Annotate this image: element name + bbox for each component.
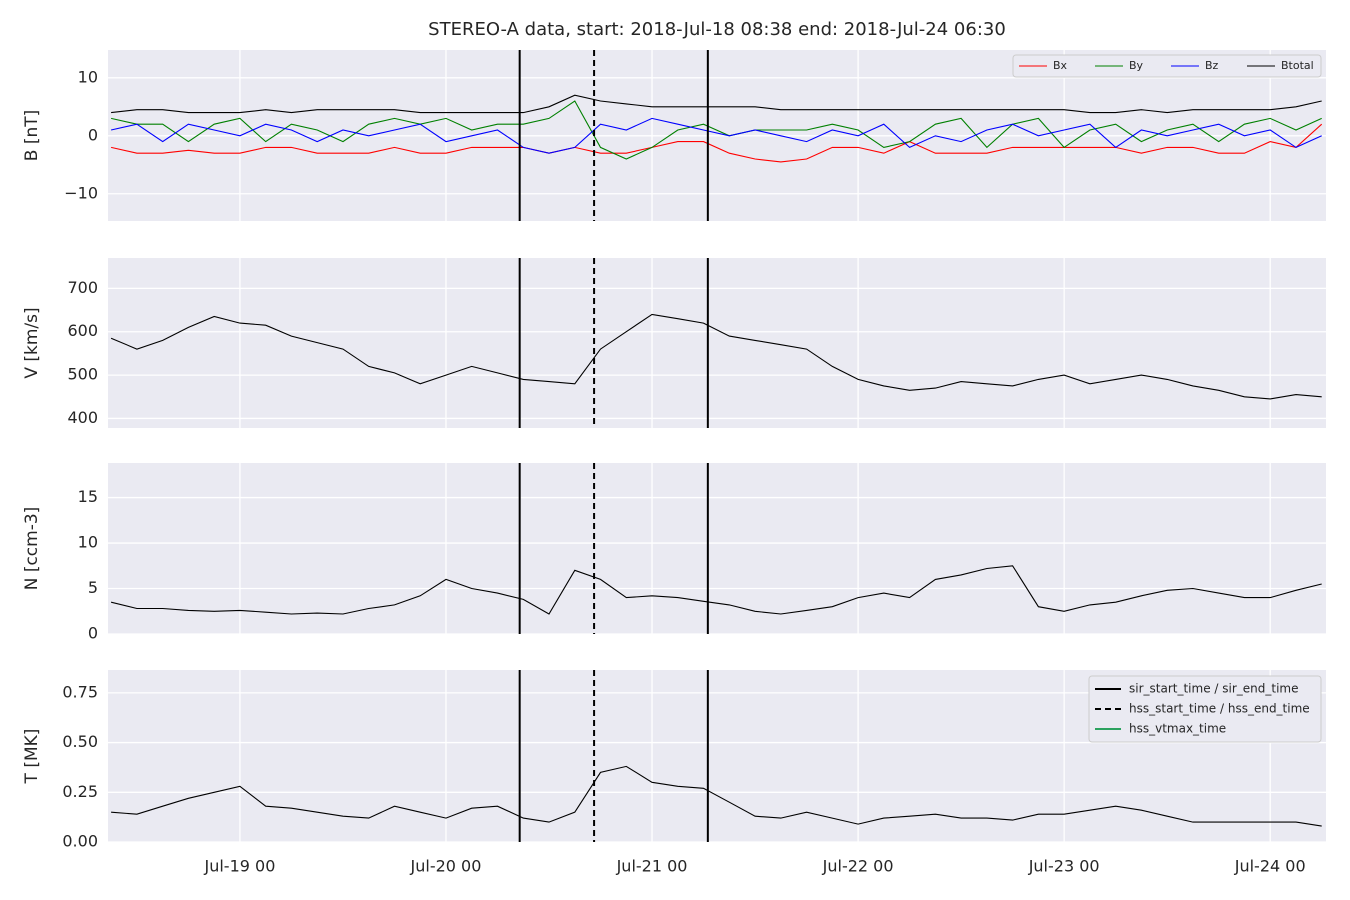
- data-line: [110, 123, 1323, 163]
- y-tick-label: 0: [88, 624, 98, 643]
- legend-label: Bz: [1205, 59, 1219, 72]
- x-tick-label: Jul-20 00: [410, 857, 482, 876]
- x-tick-label: Jul-21 00: [616, 857, 688, 876]
- y-tick-label: 0: [88, 125, 98, 144]
- plot-area: [108, 670, 1326, 842]
- data-line: [110, 565, 1322, 615]
- y-tick-label: 5: [88, 578, 98, 597]
- y-axis-label: V [km/s]: [22, 307, 42, 378]
- y-tick-label: 10: [78, 533, 98, 552]
- x-tick-label: Jul-22 00: [822, 857, 894, 876]
- legend-label: Bx: [1053, 59, 1068, 72]
- y-tick-label: 0.50: [62, 732, 98, 751]
- data-line: [111, 765, 1322, 827]
- x-tick-label: Jul-24 00: [1234, 857, 1306, 876]
- legend-box: [1088, 675, 1322, 743]
- legend-label: sir_start_time / sir_end_time: [1129, 682, 1299, 696]
- x-tick-label: Jul-19 00: [203, 857, 275, 876]
- y-tick-label: 700: [67, 278, 98, 297]
- x-tick-label: Jul-23 00: [1028, 857, 1100, 876]
- data-line: [110, 313, 1322, 400]
- chart-title: STEREO-A data, start: 2018-Jul-18 08:38 …: [428, 19, 1006, 40]
- plot-area: [108, 258, 1326, 428]
- plot-background: [108, 258, 1326, 428]
- legend-label: By: [1129, 59, 1144, 72]
- y-tick-label: 0.00: [62, 832, 98, 851]
- y-tick-label: 600: [67, 321, 98, 340]
- legend-label: hss_vtmax_time: [1129, 722, 1226, 736]
- data-line: [110, 117, 1322, 154]
- plot-area: [108, 50, 1326, 221]
- y-axis-label: B [nT]: [22, 110, 42, 162]
- legend-label: hss_start_time / hss_end_time: [1129, 702, 1310, 716]
- data-line: [111, 94, 1322, 114]
- y-axis-label: N [ccm-3]: [22, 507, 42, 591]
- y-tick-label: 10: [78, 67, 98, 86]
- y-tick-label: 0.75: [62, 682, 98, 701]
- y-tick-label: 400: [67, 408, 98, 427]
- y-tick-label: 500: [67, 365, 98, 384]
- plot-area: [108, 463, 1326, 634]
- y-tick-label: 0.25: [62, 782, 98, 801]
- y-tick-label: 15: [78, 487, 98, 506]
- y-tick-label: −10: [64, 183, 98, 202]
- data-line: [110, 100, 1322, 160]
- legend-label: Btotal: [1281, 59, 1314, 72]
- legend-box: [1012, 54, 1322, 78]
- y-axis-label: T [MK]: [22, 729, 42, 785]
- plot-background: [108, 463, 1326, 634]
